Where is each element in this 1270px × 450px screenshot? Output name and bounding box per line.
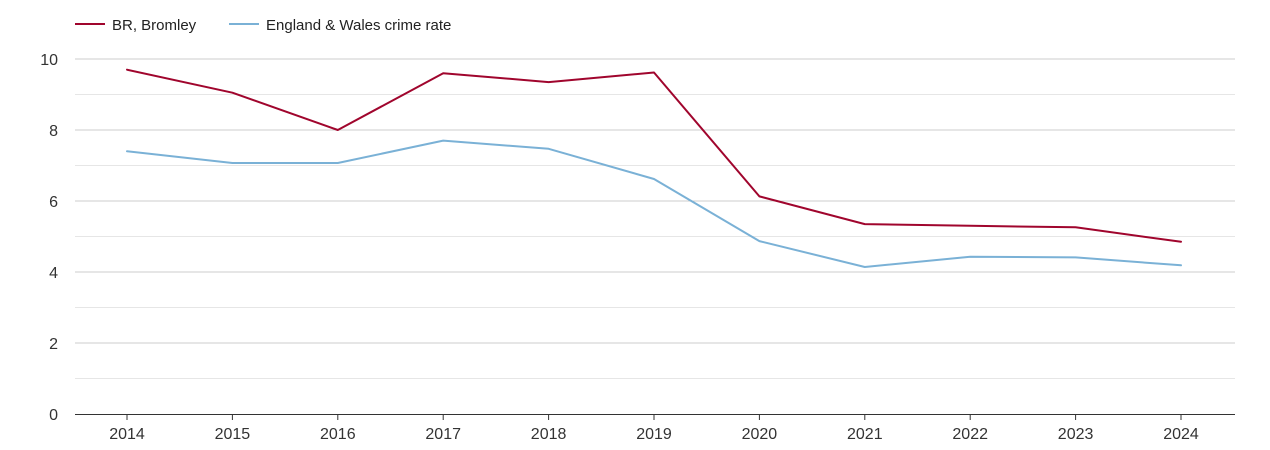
y-tick-label: 10 bbox=[40, 52, 58, 69]
x-tick-label: 2019 bbox=[636, 426, 672, 443]
y-axis-ticks: 0 2 4 6 8 10 bbox=[40, 52, 58, 424]
legend-label: BR, Bromley bbox=[112, 17, 197, 34]
x-tick-label: 2016 bbox=[320, 426, 356, 443]
legend: BR, Bromley England & Wales crime rate bbox=[75, 17, 451, 34]
y-tick-label: 0 bbox=[49, 407, 58, 424]
y-tick-label: 8 bbox=[49, 123, 58, 140]
x-tick-label: 2023 bbox=[1058, 426, 1094, 443]
x-tick-label: 2015 bbox=[215, 426, 251, 443]
x-tick-label: 2018 bbox=[531, 426, 567, 443]
series-line bbox=[126, 139, 1182, 268]
x-tick-label: 2024 bbox=[1163, 426, 1199, 443]
legend-label: England & Wales crime rate bbox=[266, 17, 451, 34]
gridlines bbox=[75, 58, 1235, 379]
x-tick-label: 2022 bbox=[952, 426, 988, 443]
y-tick-label: 6 bbox=[49, 194, 58, 211]
y-tick-label: 2 bbox=[49, 336, 58, 353]
series-lines bbox=[126, 68, 1182, 268]
x-tick-label: 2021 bbox=[847, 426, 883, 443]
x-tick-label: 2017 bbox=[425, 426, 461, 443]
y-tick-label: 4 bbox=[49, 265, 58, 282]
x-tick-label: 2020 bbox=[742, 426, 778, 443]
x-tick-label: 2014 bbox=[109, 426, 145, 443]
x-axis-ticks: 2014 2015 2016 2017 2018 2019 2020 2021 2022 2023… bbox=[109, 414, 1199, 443]
series-line bbox=[126, 68, 1182, 243]
